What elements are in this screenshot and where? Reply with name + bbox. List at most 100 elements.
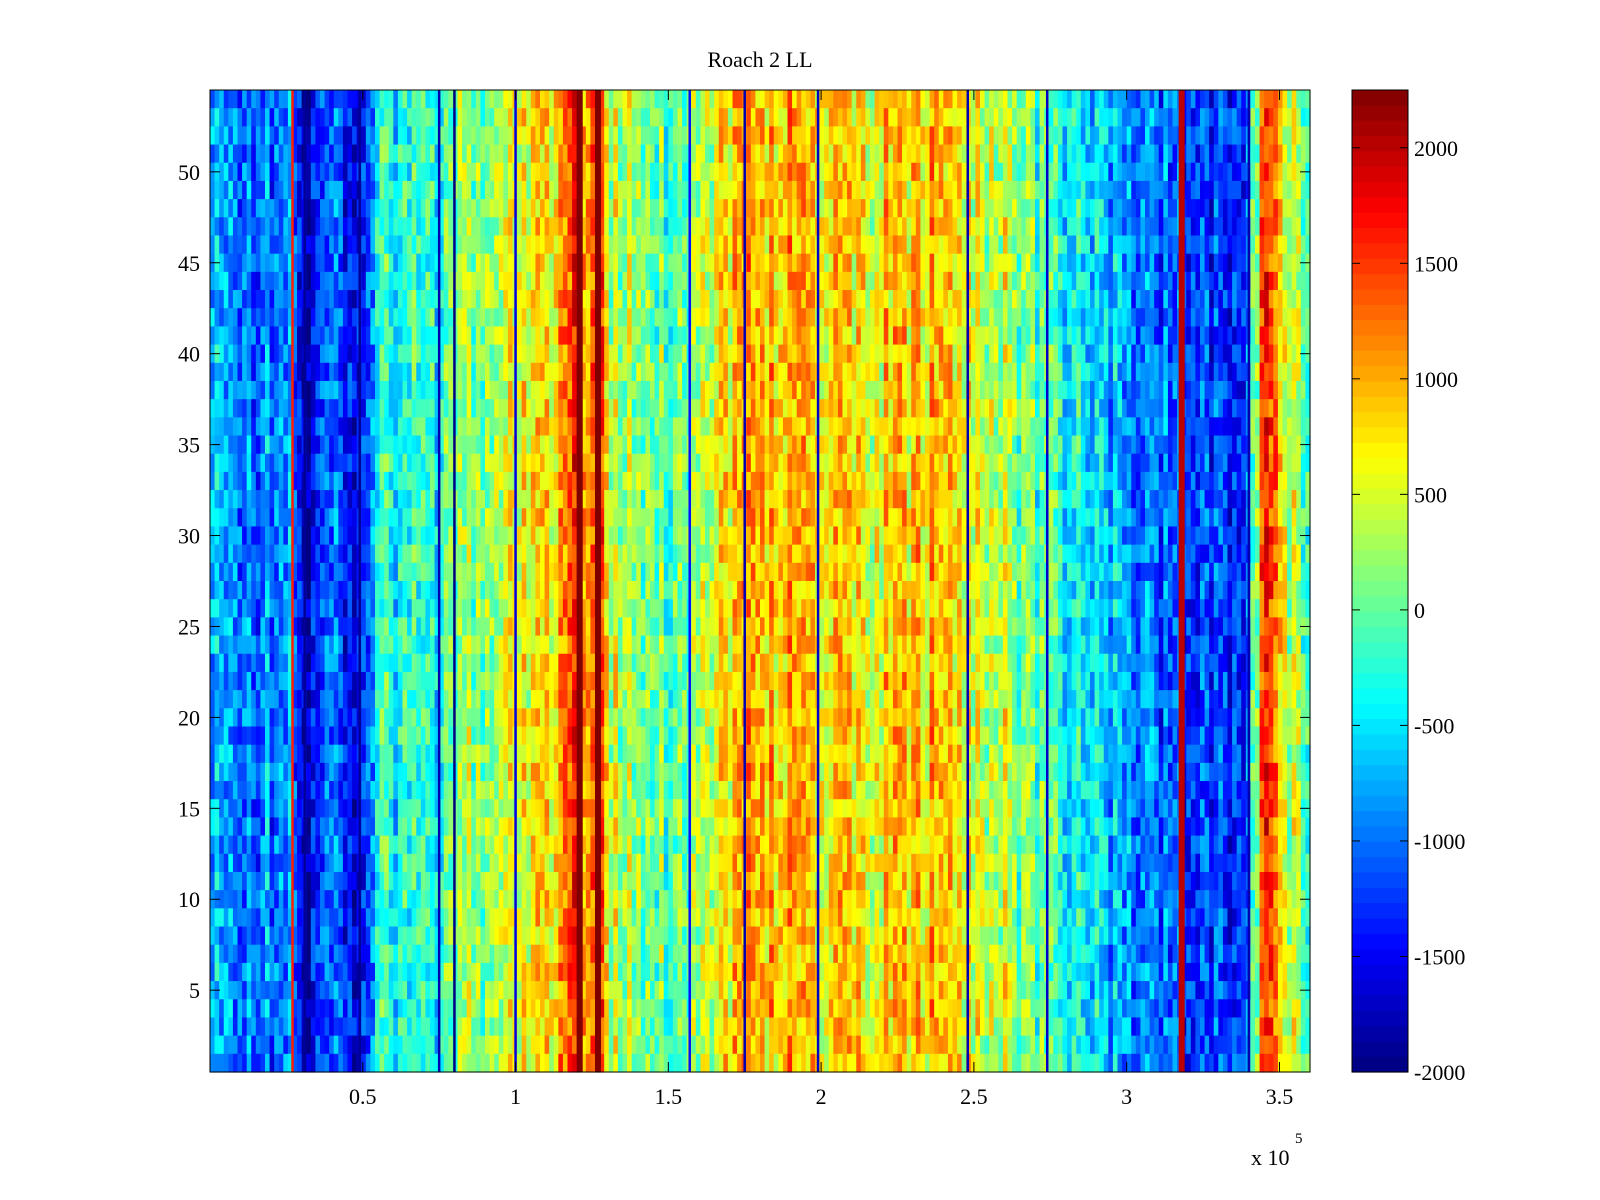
heatmap-cell	[370, 1035, 376, 1055]
heatmap-cell	[622, 180, 628, 200]
heatmap-cell	[393, 908, 399, 928]
heatmap-cell	[608, 508, 614, 528]
heatmap-cell	[384, 981, 390, 1000]
heatmap-cell	[608, 344, 614, 364]
heatmap-cell	[246, 817, 252, 837]
heatmap-cell	[462, 1017, 468, 1037]
heatmap-cell	[544, 180, 550, 200]
heatmap-cell	[287, 599, 294, 618]
heatmap-cell	[411, 290, 417, 309]
heatmap-cell	[338, 380, 344, 400]
heatmap-cell	[572, 944, 578, 964]
heatmap-cell	[315, 90, 321, 109]
heatmap-cell	[365, 144, 372, 164]
heatmap-cell	[365, 453, 372, 473]
heatmap-cell	[540, 762, 546, 782]
heatmap-cell	[443, 544, 449, 564]
heatmap-cell	[475, 926, 482, 946]
heatmap-cell	[388, 162, 394, 182]
heatmap-cell	[604, 726, 610, 746]
heatmap-cell	[306, 380, 312, 400]
heatmap-cell	[471, 308, 477, 328]
heatmap-cell	[361, 908, 367, 928]
heatmap-cell	[255, 235, 262, 255]
heatmap-cell	[411, 453, 417, 473]
heatmap-cell	[210, 726, 216, 746]
heatmap-cell	[402, 781, 408, 800]
heatmap-cell	[443, 653, 449, 673]
heatmap-cell	[498, 744, 504, 764]
heatmap-cell	[210, 417, 216, 437]
heatmap-cell	[384, 290, 390, 309]
heatmap-cell	[365, 871, 372, 891]
heatmap-cell	[228, 817, 234, 837]
heatmap-cell	[420, 217, 427, 237]
heatmap-cell	[475, 944, 482, 964]
heatmap-cell	[333, 380, 339, 400]
heatmap-cell	[214, 126, 220, 146]
heatmap-cell	[407, 581, 413, 600]
heatmap-cell	[590, 944, 596, 964]
heatmap-cell	[448, 453, 454, 473]
heatmap-cell	[608, 399, 614, 418]
heatmap-cell	[365, 853, 372, 873]
heatmap-cell	[214, 290, 220, 309]
heatmap-cell	[526, 617, 532, 637]
heatmap-cell	[265, 1035, 271, 1055]
heatmap-cell	[260, 399, 266, 418]
heatmap-cell	[549, 508, 555, 528]
heatmap-cell	[292, 544, 298, 564]
heatmap-cell	[278, 926, 284, 946]
heatmap-cell	[567, 671, 573, 691]
heatmap-cell	[617, 344, 624, 364]
heatmap-cell	[320, 1017, 326, 1037]
heatmap-cell	[379, 308, 385, 328]
heatmap-cell	[562, 544, 569, 564]
heatmap-cell	[274, 799, 280, 819]
heatmap-cell	[535, 744, 541, 764]
heatmap-cell	[416, 908, 422, 928]
heatmap-cell	[627, 490, 633, 509]
heatmap-cell	[287, 162, 294, 182]
heatmap-cell	[549, 617, 555, 637]
heatmap-cell	[223, 726, 229, 746]
heatmap-cell	[379, 635, 385, 655]
heatmap-cell	[627, 308, 633, 328]
heatmap-cell	[498, 344, 504, 364]
heatmap-cell	[544, 744, 550, 764]
heatmap-cell	[507, 526, 514, 546]
heatmap-cell	[338, 217, 344, 237]
heatmap-cell	[283, 781, 289, 800]
heatmap-cell	[457, 453, 463, 473]
heatmap-cell	[530, 471, 537, 491]
heatmap-cell	[507, 871, 514, 891]
heatmap-cell	[214, 908, 220, 928]
heatmap-cell	[278, 617, 284, 637]
heatmap-cell	[251, 617, 257, 637]
heatmap-cell	[439, 180, 445, 200]
heatmap-cell	[535, 1053, 541, 1073]
heatmap-cell	[320, 526, 326, 546]
heatmap-cell	[232, 762, 239, 782]
heatmap-cell	[530, 581, 537, 600]
heatmap-cell	[608, 253, 614, 273]
heatmap-cell	[242, 290, 248, 309]
heatmap-cell	[462, 799, 468, 819]
heatmap-cell	[402, 290, 408, 309]
heatmap-cell	[246, 962, 252, 982]
heatmap-cell	[265, 999, 271, 1019]
heatmap-cell	[393, 1017, 399, 1037]
heatmap-cell	[283, 999, 289, 1019]
heatmap-cell	[338, 726, 344, 746]
heatmap-cell	[361, 526, 367, 546]
heatmap-cell	[503, 962, 509, 982]
heatmap-cell	[567, 490, 573, 509]
heatmap-cell	[526, 853, 532, 873]
heatmap-cell	[342, 490, 349, 509]
heatmap-cell	[352, 926, 358, 946]
heatmap-cell	[297, 108, 303, 127]
heatmap-cell	[544, 90, 550, 109]
heatmap-cell	[485, 326, 491, 346]
heatmap-cell	[384, 944, 390, 964]
heatmap-cell	[393, 781, 399, 800]
